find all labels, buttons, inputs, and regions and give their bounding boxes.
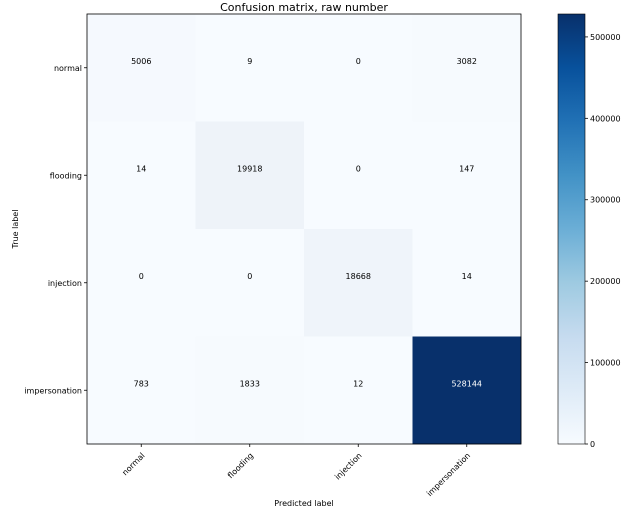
y-axis-ticks: normal flooding injection impersonation: [24, 64, 87, 395]
y-tick-label: injection: [48, 279, 82, 288]
cell-value-label: 528144: [451, 379, 482, 388]
x-tick-label: injection: [333, 451, 364, 482]
cell-value-label: 3082: [457, 57, 477, 66]
cell-value-label: 19918: [237, 164, 262, 173]
heatmap-cell-labels: 5006 9 0 3082 14 19918 0 147 0 0 18668 14 783 1833 12 5…: [131, 57, 482, 389]
colorbar-tick-label: 0: [590, 440, 595, 449]
cell-value-label: 783: [134, 379, 149, 388]
cell-value-label: 0: [356, 57, 361, 66]
colorbar-tick-label: 500000: [590, 33, 621, 42]
heatmap-cell: [87, 336, 196, 445]
x-axis-ticks: normal flooding injection impersonation: [120, 444, 472, 498]
colorbar-tick-label: 300000: [590, 196, 621, 205]
cell-value-label: 9: [247, 57, 252, 66]
y-tick-label: impersonation: [24, 386, 82, 395]
cell-value-label: 14: [136, 164, 146, 173]
heatmap-cell: [87, 121, 196, 230]
cell-value-label: 0: [247, 272, 252, 281]
colorbar-tick-label: 100000: [590, 359, 621, 368]
heatmap-cell: [412, 14, 522, 122]
heatmap-cell: [412, 121, 522, 230]
x-tick-label: impersonation: [425, 451, 472, 498]
cell-value-label: 0: [356, 164, 361, 173]
cell-value-label: 5006: [131, 57, 151, 66]
y-tick-label: normal: [54, 64, 82, 73]
heatmap-cell: [195, 229, 305, 337]
plot-frame: [86, 13, 522, 445]
heatmap-cell: [195, 14, 305, 122]
x-axis-label: Predicted label: [274, 499, 333, 508]
chart-title: Confusion matrix, raw number: [220, 1, 388, 14]
cell-value-label: 147: [459, 164, 474, 173]
heatmap-cell: [304, 121, 413, 230]
cell-value-label: 12: [353, 379, 363, 388]
heatmap-cell: [304, 229, 413, 337]
heatmap-cell: [412, 336, 522, 445]
colorbar-tick-label: 200000: [590, 277, 621, 286]
colorbar-tick-label: 400000: [590, 114, 621, 123]
colorbar: [557, 13, 586, 445]
x-tick-label: flooding: [226, 451, 255, 480]
heatmap-cell: [87, 229, 196, 337]
cell-value-label: 1833: [240, 379, 260, 388]
y-tick-label: flooding: [50, 171, 82, 180]
heatmap-cell: [87, 14, 196, 122]
heatmap-cells: [87, 14, 522, 445]
cell-value-label: 18668: [346, 272, 371, 281]
cell-value-label: 0: [139, 272, 144, 281]
heatmap-cell: [304, 14, 413, 122]
cell-value-label: 14: [462, 272, 472, 281]
heatmap-cell: [195, 336, 305, 445]
heatmap-cell: [195, 121, 305, 230]
colorbar-ticks: 0 100000 200000 300000 400000 500000: [585, 33, 621, 449]
heatmap-cell: [304, 336, 413, 445]
x-tick-label: normal: [120, 451, 146, 477]
heatmap-cell: [412, 229, 522, 337]
y-axis-label: True label: [11, 210, 20, 250]
